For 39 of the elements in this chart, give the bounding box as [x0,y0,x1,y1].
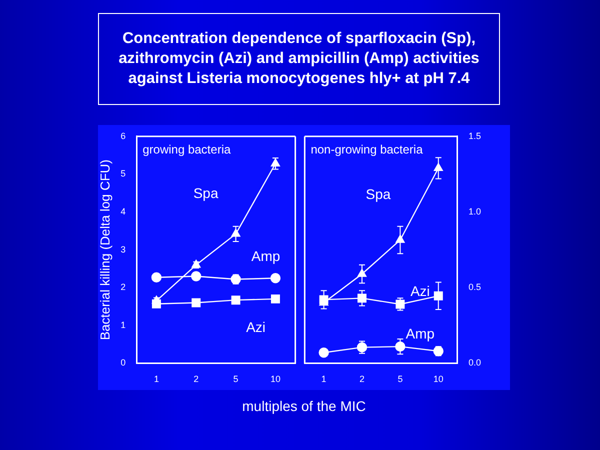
x-tick-label: 5 [233,374,238,384]
point [318,348,329,358]
point [358,294,366,303]
x-tick-label: 2 [359,374,365,384]
point [231,228,240,237]
point [192,298,201,308]
series-label: Amp [251,248,280,264]
y-tick-label: 0 [120,358,126,368]
x-tick-label: 10 [270,374,280,384]
y2-tick-label: 0.0 [468,358,482,368]
y2-tick-label: 0.5 [468,282,482,292]
point [231,296,240,305]
series-label: Azi [410,283,430,300]
y-axis-title: Bacterial killing (Delta log CFU) [97,159,112,340]
y-tick-label: 1 [120,320,126,330]
x-axis-title: multiples of the MIC [241,398,367,414]
point [151,272,162,282]
annotation: non-growing bacteria [310,142,424,157]
chart-title: Concentration dependence of sparfloxacin (Sp), azithromycin (Azi) and ampicillin (Amp) activities against Listeria monocytogenes hly+ at pH 7.4 [98,13,500,105]
point [270,273,281,284]
y2-tick-label: 1.5 [468,130,482,141]
x-tick-label: 2 [194,374,199,384]
y-tick-label: 6 [120,130,126,141]
y-tick-label: 5 [120,168,126,179]
point [270,294,280,304]
annotation: growing bacteria [142,142,231,157]
y-tick-label: 3 [120,244,126,254]
y-tick-label: 4 [120,206,126,216]
x-tick-label: 1 [321,374,326,384]
x-tick-label: 1 [154,374,159,384]
y-tick-label: 2 [120,282,126,292]
series-label: Amp [406,325,435,342]
series-label: Spa [366,186,391,202]
x-tick-label: 5 [398,374,403,384]
text: Spa [193,184,218,201]
x-tick-label: 10 [433,374,444,384]
series-label: Azi [246,318,266,335]
y2-tick-label: 1.0 [468,206,482,216]
point [434,291,443,300]
